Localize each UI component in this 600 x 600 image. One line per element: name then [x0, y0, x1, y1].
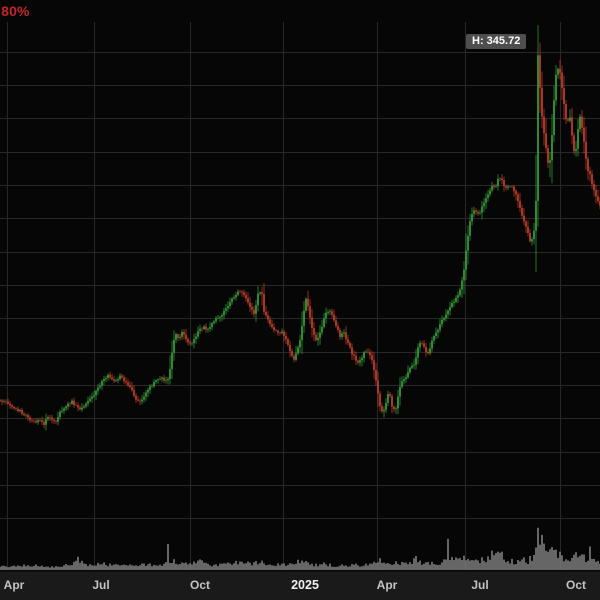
- time-axis-label: Oct: [189, 578, 211, 592]
- time-axis-label: Oct: [565, 578, 587, 592]
- change-percent-label: .80%: [0, 3, 30, 19]
- time-axis-label: Apr: [376, 578, 398, 592]
- time-axis-label: Apr: [3, 578, 25, 592]
- grid-lines: [0, 22, 600, 570]
- high-value-tooltip: H: 345.72: [466, 34, 527, 49]
- time-axis-label: Jul: [471, 578, 489, 592]
- candle-series: [0, 25, 600, 431]
- time-axis-label: Jul: [92, 578, 110, 592]
- time-axis[interactable]: Apr Jul Oct 2025 Apr Jul Oct: [0, 571, 600, 600]
- time-axis-label: 2025: [291, 578, 319, 592]
- volume-series: [0, 527, 600, 570]
